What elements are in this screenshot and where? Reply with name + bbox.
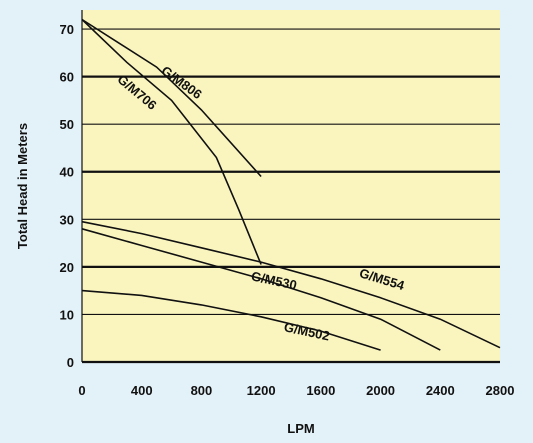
x-tick-label: 2800 bbox=[486, 383, 515, 398]
series-line-g-m706 bbox=[81, 18, 262, 265]
x-tick-label: 400 bbox=[131, 383, 153, 398]
x-tick-label: 2400 bbox=[426, 383, 455, 398]
y-tick-label: 50 bbox=[60, 117, 74, 132]
x-tick-label: 1200 bbox=[247, 383, 276, 398]
plot-area bbox=[82, 10, 500, 362]
y-tick-label: 20 bbox=[60, 260, 74, 275]
y-tick-label: 40 bbox=[60, 165, 74, 180]
y-axis-title: Total Head in Meters bbox=[15, 123, 30, 249]
series-line-g-m806 bbox=[81, 18, 262, 178]
series-line-g-m554 bbox=[81, 220, 501, 349]
x-tick-label: 1600 bbox=[306, 383, 335, 398]
y-tick-label: 70 bbox=[60, 22, 74, 37]
y-tick-label: 60 bbox=[60, 70, 74, 85]
series-line-g-m502 bbox=[81, 289, 381, 351]
gridlines bbox=[81, 10, 500, 364]
curves bbox=[81, 18, 501, 351]
x-tick-label: 800 bbox=[191, 383, 213, 398]
x-tick-label: 2000 bbox=[366, 383, 395, 398]
series-line-g-m530 bbox=[81, 228, 441, 351]
x-tick-label: 0 bbox=[78, 383, 85, 398]
y-tick-label: 30 bbox=[60, 212, 74, 227]
y-tick-label: 0 bbox=[67, 355, 74, 370]
x-axis-title: LPM bbox=[287, 421, 314, 436]
tick-labels: 0 10 20 30 40 50 60 70 0 400 800 1200 1600 2000 2400 28… bbox=[60, 22, 515, 398]
y-tick-label: 10 bbox=[60, 307, 74, 322]
